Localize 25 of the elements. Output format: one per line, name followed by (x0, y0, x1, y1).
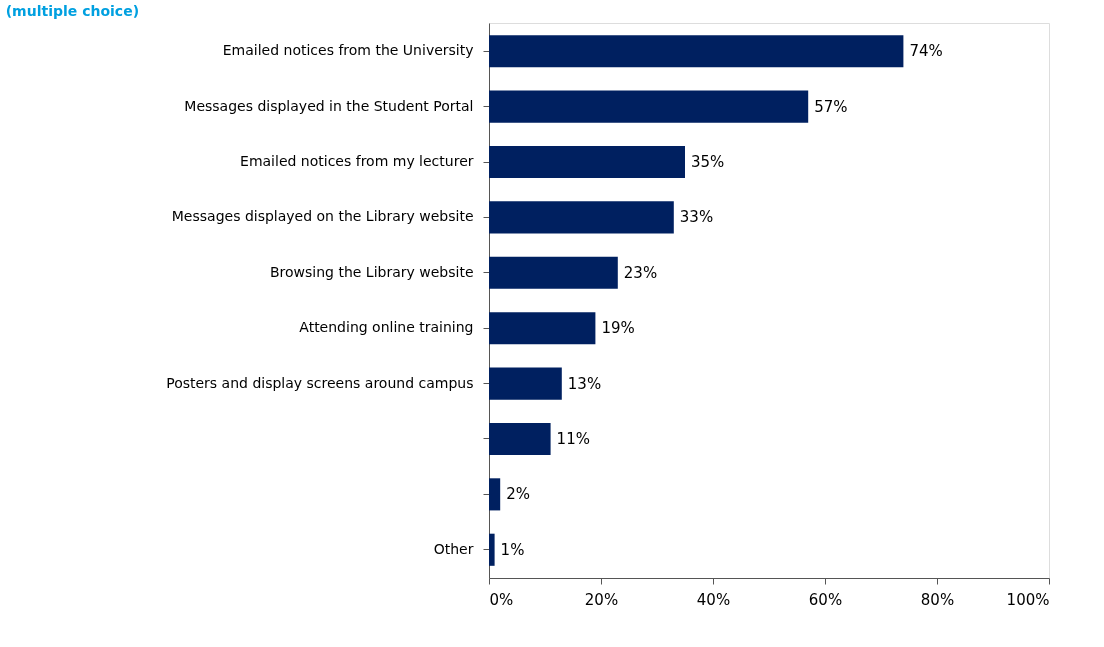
data-label: 11% (556, 429, 590, 448)
data-label: 13% (567, 374, 602, 393)
y-tick-label: Posters and display screens around campus (166, 374, 474, 391)
x-tick-label: 80% (920, 590, 955, 609)
y-tick-label: Emailed notices from the University (222, 42, 474, 59)
x-tick-label: 20% (584, 590, 619, 609)
y-tick-label: Other (433, 540, 474, 557)
data-label: 19% (601, 319, 635, 338)
x-tick-label: 0% (489, 590, 514, 609)
data-label: 1% (500, 540, 525, 559)
y-tick-label: Attending online training (299, 319, 474, 336)
text: (multiple choice) (5, 3, 140, 19)
x-tick-label: 60% (808, 590, 843, 609)
data-label: 57% (814, 97, 848, 116)
data-label: 33% (679, 208, 714, 227)
y-tick-label: Messages displayed in the Student Portal (184, 97, 474, 114)
y-tick-label: Emailed notices from my lecturer (240, 153, 474, 170)
data-label: 23% (623, 263, 658, 282)
data-label: 74% (909, 42, 943, 61)
data-label: 2% (506, 485, 530, 504)
y-tick-label: Messages displayed on the Library website (171, 208, 474, 225)
x-tick-label: 40% (696, 590, 731, 609)
y-tick-label: Browsing the Library website (269, 263, 474, 280)
x-tick-label: 100% (1006, 590, 1050, 609)
data-label: 35% (691, 153, 725, 172)
